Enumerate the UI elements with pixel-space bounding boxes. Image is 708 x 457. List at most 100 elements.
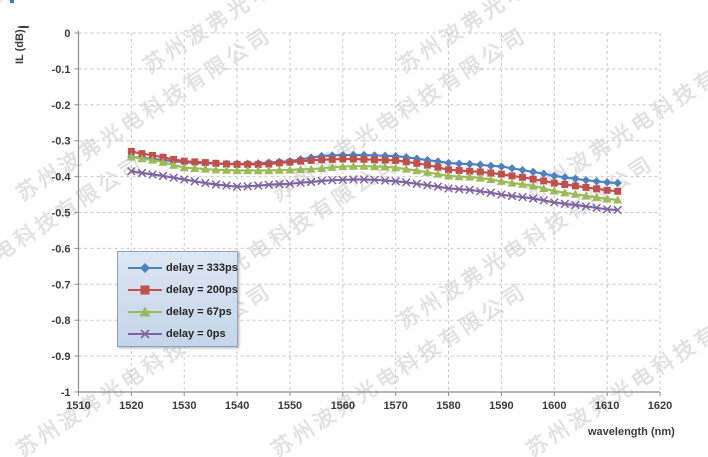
marker-diamond — [518, 165, 527, 175]
marker-x — [613, 205, 623, 215]
marker-x — [370, 175, 379, 185]
marker-x — [264, 180, 274, 190]
screenshot-edge-artifact — [18, 26, 29, 28]
marker-x — [486, 188, 496, 198]
marker-diamond — [581, 175, 591, 185]
x-tick-label: 1560 — [331, 400, 355, 412]
marker-x — [444, 184, 453, 193]
marker-triangle — [380, 162, 390, 171]
marker-x — [412, 179, 422, 189]
marker-x — [507, 191, 517, 201]
marker-x — [401, 178, 411, 187]
marker-triangle — [560, 188, 570, 197]
x-tick-label: 1510 — [66, 400, 90, 412]
y-tick-label: -0.4 — [52, 172, 72, 184]
marker-triangle — [317, 163, 327, 172]
marker-square — [275, 159, 283, 167]
marker-square — [286, 158, 294, 166]
marker-x — [602, 204, 612, 214]
marker-square — [434, 163, 442, 171]
marker-square — [445, 166, 453, 174]
legend-label: delay = 0ps — [166, 328, 226, 340]
marker-x — [179, 175, 189, 184]
marker-square — [593, 185, 601, 193]
marker-diamond — [613, 178, 622, 188]
marker-triangle — [443, 171, 454, 180]
marker-triangle — [158, 157, 168, 166]
marker-x — [454, 184, 464, 194]
marker-triangle — [613, 195, 623, 204]
marker-square — [212, 159, 220, 167]
marker-triangle — [359, 161, 369, 170]
marker-square — [159, 153, 167, 161]
marker-triangle — [412, 166, 422, 175]
marker-x — [581, 202, 591, 211]
marker-triangle — [369, 162, 380, 171]
marker-square — [519, 173, 527, 181]
legend-label: delay = 67ps — [166, 306, 232, 318]
marker-square — [328, 155, 336, 163]
y-tick-label: -0.6 — [52, 243, 71, 255]
marker-x — [148, 170, 157, 179]
marker-square — [603, 186, 611, 194]
legend-marker-triangle-icon — [128, 306, 162, 317]
marker-x — [158, 171, 168, 181]
marker-x — [190, 176, 200, 186]
y-tick-label: -0.8 — [52, 315, 71, 327]
marker-triangle — [243, 166, 253, 175]
marker-x — [253, 181, 263, 190]
marker-diamond — [602, 178, 612, 187]
marker-triangle — [221, 165, 232, 174]
marker-x — [349, 175, 358, 184]
marker-x — [423, 180, 432, 190]
marker-x — [232, 182, 242, 191]
marker-triangle — [422, 167, 432, 176]
marker-square — [487, 169, 495, 177]
marker-triangle — [306, 164, 316, 173]
marker-triangle — [433, 169, 443, 178]
marker-triangle — [137, 154, 147, 163]
marker-triangle — [496, 176, 507, 185]
marker-triangle — [211, 165, 221, 174]
marker-triangle — [581, 191, 591, 200]
marker-triangle — [348, 161, 358, 170]
marker-square — [170, 155, 178, 163]
marker-x — [338, 175, 348, 185]
marker-diamond — [433, 157, 443, 166]
marker-diamond — [486, 161, 496, 171]
marker-square — [254, 160, 262, 168]
marker-diamond — [465, 159, 474, 169]
marker-square — [614, 187, 622, 195]
marker-x — [571, 200, 580, 210]
marker-triangle — [591, 193, 602, 202]
marker-x — [497, 190, 506, 199]
y-tick-label: -0.5 — [52, 208, 71, 220]
marker-x — [317, 176, 327, 186]
marker-triangle — [232, 166, 242, 175]
y-tick-label: 0 — [64, 28, 70, 40]
marker-square — [529, 175, 537, 183]
marker-diamond — [539, 169, 548, 178]
marker-diamond — [497, 162, 506, 171]
x-tick-label: 1530 — [172, 400, 196, 412]
marker-x — [211, 180, 221, 189]
marker-triangle — [147, 155, 158, 164]
marker-triangle — [391, 163, 401, 172]
x-tick-label: 1520 — [119, 400, 143, 412]
marker-triangle — [274, 165, 284, 174]
marker-square — [127, 147, 135, 155]
marker-triangle — [338, 162, 348, 171]
y-tick-label: -0.7 — [52, 279, 71, 291]
marker-square — [339, 155, 347, 163]
marker-square — [138, 150, 146, 158]
legend-marker-diamond-icon — [128, 263, 162, 273]
y-tick-label: -0.2 — [52, 100, 71, 112]
marker-x — [137, 168, 147, 178]
marker-square — [582, 183, 590, 191]
marker-x — [285, 179, 295, 189]
marker-square — [402, 158, 410, 166]
marker-triangle — [264, 166, 274, 175]
marker-diamond — [507, 164, 517, 173]
marker-x — [201, 178, 210, 188]
